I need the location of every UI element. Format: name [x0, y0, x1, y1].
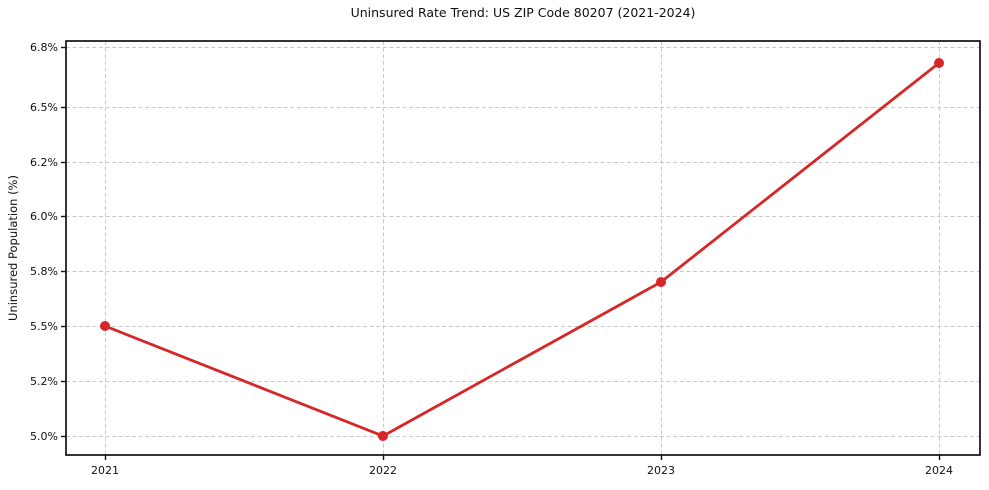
- x-tick-label: 2023: [647, 464, 675, 477]
- plot-frame: [65, 40, 981, 456]
- y-tick-label: 5.8%: [30, 265, 58, 278]
- y-tick-label: 5.2%: [30, 375, 58, 388]
- data-point-marker: [656, 277, 666, 287]
- x-tick-label: 2024: [925, 464, 953, 477]
- data-point-marker: [934, 58, 944, 68]
- y-tick-label: 6.8%: [30, 41, 58, 54]
- chart-title: Uninsured Rate Trend: US ZIP Code 80207 …: [350, 5, 696, 20]
- y-tick-label: 6.2%: [30, 156, 58, 169]
- trend-line: [103, 61, 941, 438]
- data-point-marker: [378, 431, 388, 441]
- data-point-marker: [100, 321, 110, 331]
- y-tick-label: 6.0%: [30, 210, 58, 223]
- y-tick-label: 5.0%: [30, 430, 58, 443]
- x-tick-label: 2021: [91, 464, 119, 477]
- y-tick-label: 6.5%: [30, 101, 58, 114]
- y-tick-label: 5.5%: [30, 320, 58, 333]
- x-tick-label: 2022: [369, 464, 397, 477]
